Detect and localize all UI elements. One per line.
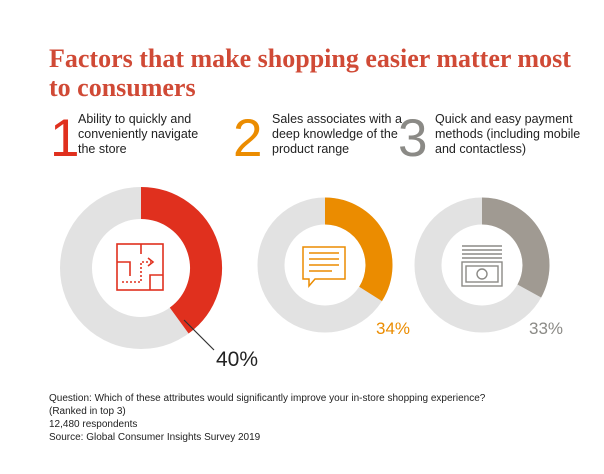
cash-icon [461, 245, 503, 287]
survey-source: Source: Global Consumer Insights Survey … [49, 432, 261, 443]
survey-question: Question: Which of these attributes woul… [49, 393, 486, 404]
survey-respondents: 12,480 respondents [49, 419, 138, 430]
store-map-icon [116, 243, 164, 291]
survey-notes: Question: Which of these attributes woul… [49, 392, 594, 444]
donut-3-value-arc [481, 197, 550, 298]
speech-bubble-icon [302, 246, 346, 289]
donut-chart-2: 34% [257, 197, 410, 338]
donut-chart-1: 40% [60, 187, 258, 371]
donut-1-leader-line [183, 319, 215, 351]
donut-chart-3: 33% [414, 197, 563, 338]
factor-3-number: 3 [398, 109, 428, 168]
donut-1-value-arc [140, 187, 222, 334]
factor-2-label: Sales associates with a deep knowledge o… [272, 112, 402, 156]
donut-2-value-arc [324, 197, 393, 302]
factor-1-label: Ability to quickly and conveniently navi… [78, 112, 199, 156]
page-title: Factors that make shopping easier matter… [49, 44, 571, 102]
factor-3-label: Quick and easy payment methods (includin… [435, 112, 581, 156]
donut-2-percent-label: 34% [376, 319, 410, 338]
factor-1-number: 1 [50, 109, 80, 168]
factor-2-number: 2 [233, 109, 263, 168]
donut-1-percent-label: 40% [216, 348, 258, 371]
survey-ranking-note: (Ranked in top 3) [49, 406, 126, 417]
donut-3-percent-label: 33% [529, 319, 563, 338]
